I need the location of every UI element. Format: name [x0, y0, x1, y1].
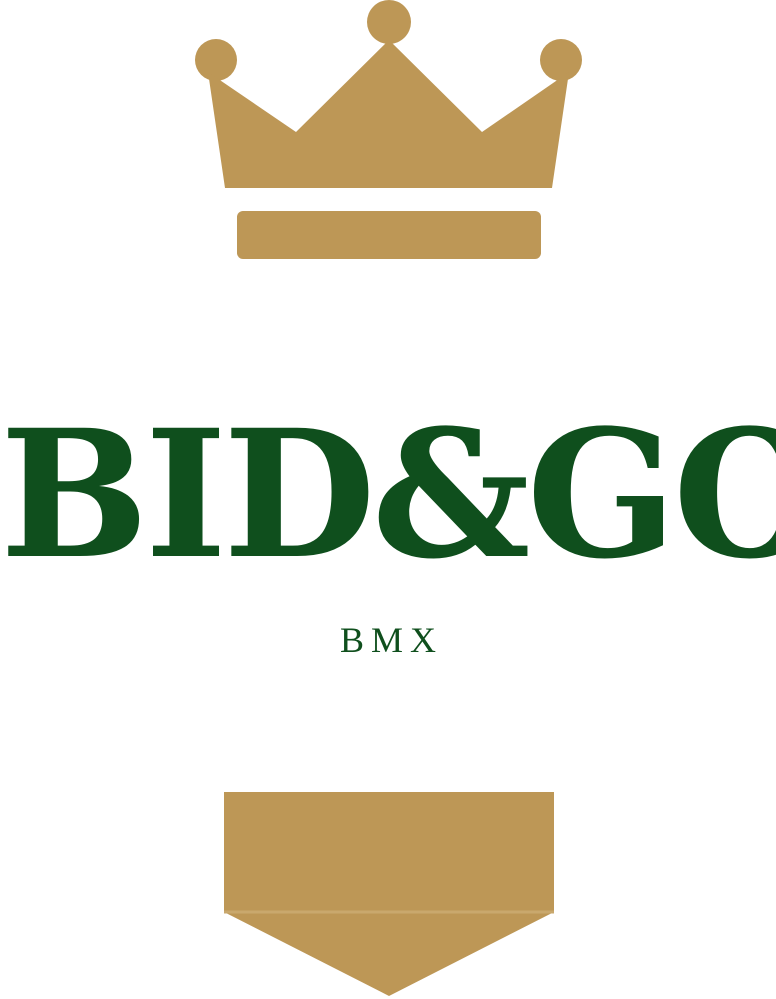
shield-icon — [224, 792, 554, 996]
brand-name: BID&GO — [0, 391, 776, 598]
crown-icon — [195, 0, 582, 259]
brand-subtitle: BMX — [339, 620, 444, 660]
